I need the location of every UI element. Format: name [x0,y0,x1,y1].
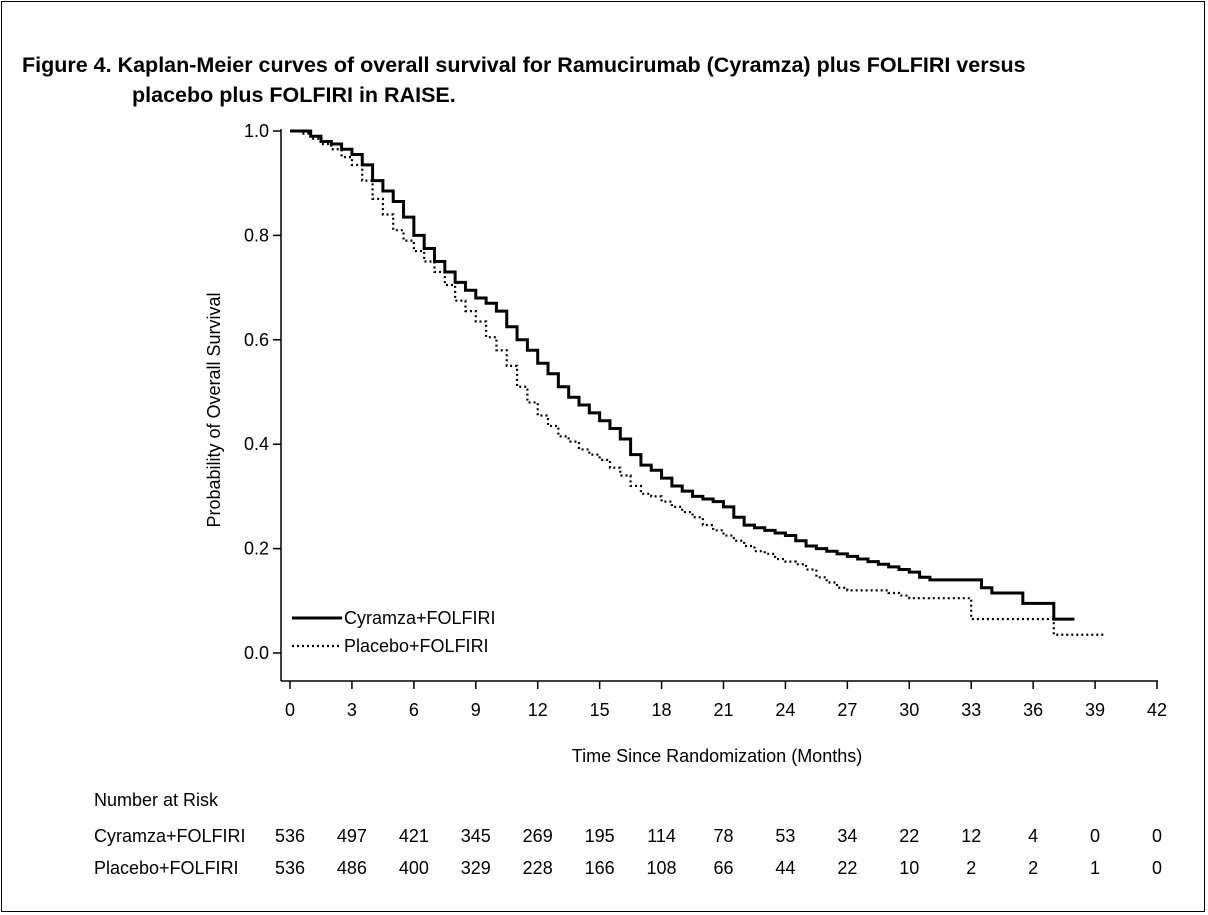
risk-cell: 166 [584,858,615,878]
risk-cell: 228 [522,858,553,878]
x-tick-label: 21 [713,700,733,720]
risk-cell: 497 [336,826,367,846]
risk-row-label: Placebo+FOLFIRI [94,858,239,878]
x-tick-label: 3 [347,700,357,720]
risk-cell: 421 [398,826,429,846]
legend-label-1: Cyramza+FOLFIRI [344,608,496,628]
title-line-1: Figure 4. Kaplan-Meier curves of overall… [22,53,1026,77]
y-tick-label: 0.8 [244,225,269,245]
risk-cell: 329 [460,858,491,878]
legend-label-2: Placebo+FOLFIRI [344,636,489,656]
y-tick-label: 0.0 [244,643,269,663]
risk-row-label: Cyramza+FOLFIRI [94,826,246,846]
x-tick-label: 36 [1023,700,1043,720]
risk-cell: 345 [460,826,491,846]
y-tick-label: 1.0 [244,121,269,141]
figure-title: Figure 4. Kaplan-Meier curves of overall… [22,50,1202,110]
risk-cell: 78 [713,826,734,846]
chart-legend: Cyramza+FOLFIRI Placebo+FOLFIRI [292,608,496,656]
y-tick-label: 0.4 [244,434,269,454]
series-2-curve [290,129,1106,636]
y-axis-label: Probability of Overall Survival [204,292,224,527]
risk-cell: 4 [1028,826,1039,846]
risk-cell: 2 [1028,858,1039,878]
risk-cell: 0 [1090,826,1101,846]
risk-cell: 486 [336,858,367,878]
risk-cell: 400 [398,858,429,878]
risk-cell: 536 [274,858,306,878]
y-tick-label: 0.6 [244,330,269,350]
x-tick-label: 33 [961,700,981,720]
risk-cell: 1 [1090,858,1101,878]
risk-cell: 44 [775,858,796,878]
chart-axes: 0.00.20.40.60.81.00 3 6 9 12 15 18 21 24 27 30 33 36… [244,121,1167,720]
risk-cell: 108 [646,858,677,878]
risk-cell: 22 [837,858,858,878]
risk-cell: 12 [961,826,982,846]
x-tick-label: 0 [285,700,295,720]
risk-cell: 0 [1151,858,1162,878]
risk-cell: 0 [1151,826,1162,846]
risk-cell: 2 [966,858,977,878]
x-tick-label: 12 [528,700,548,720]
risk-cell: 114 [647,826,676,846]
title-line-2: placebo plus FOLFIRI in RAISE. [132,83,456,107]
y-tick-label: 0.2 [244,539,269,559]
x-tick-label: 42 [1147,700,1167,720]
risk-cell: 66 [713,858,734,878]
x-tick-label: 6 [409,700,419,720]
risk-cell: 195 [584,826,615,846]
x-tick-label: 24 [775,700,795,720]
series-1-curve [290,129,1075,621]
risk-table-title: Number at Risk [94,790,219,810]
chart-curves [290,129,1106,636]
risk-cell: 53 [775,826,796,846]
x-axis-label: Time Since Randomization (Months) [572,746,862,766]
x-tick-label: 15 [590,700,610,720]
risk-cell: 10 [899,858,920,878]
risk-cell: 34 [837,826,858,846]
risk-cell: 536 [274,826,306,846]
x-tick-label: 30 [899,700,919,720]
risk-cell: 22 [899,826,920,846]
x-tick-label: 18 [652,700,672,720]
risk-cell: 269 [522,826,553,846]
x-tick-label: 27 [837,700,857,720]
x-tick-label: 39 [1085,700,1105,720]
x-tick-label: 9 [471,700,481,720]
